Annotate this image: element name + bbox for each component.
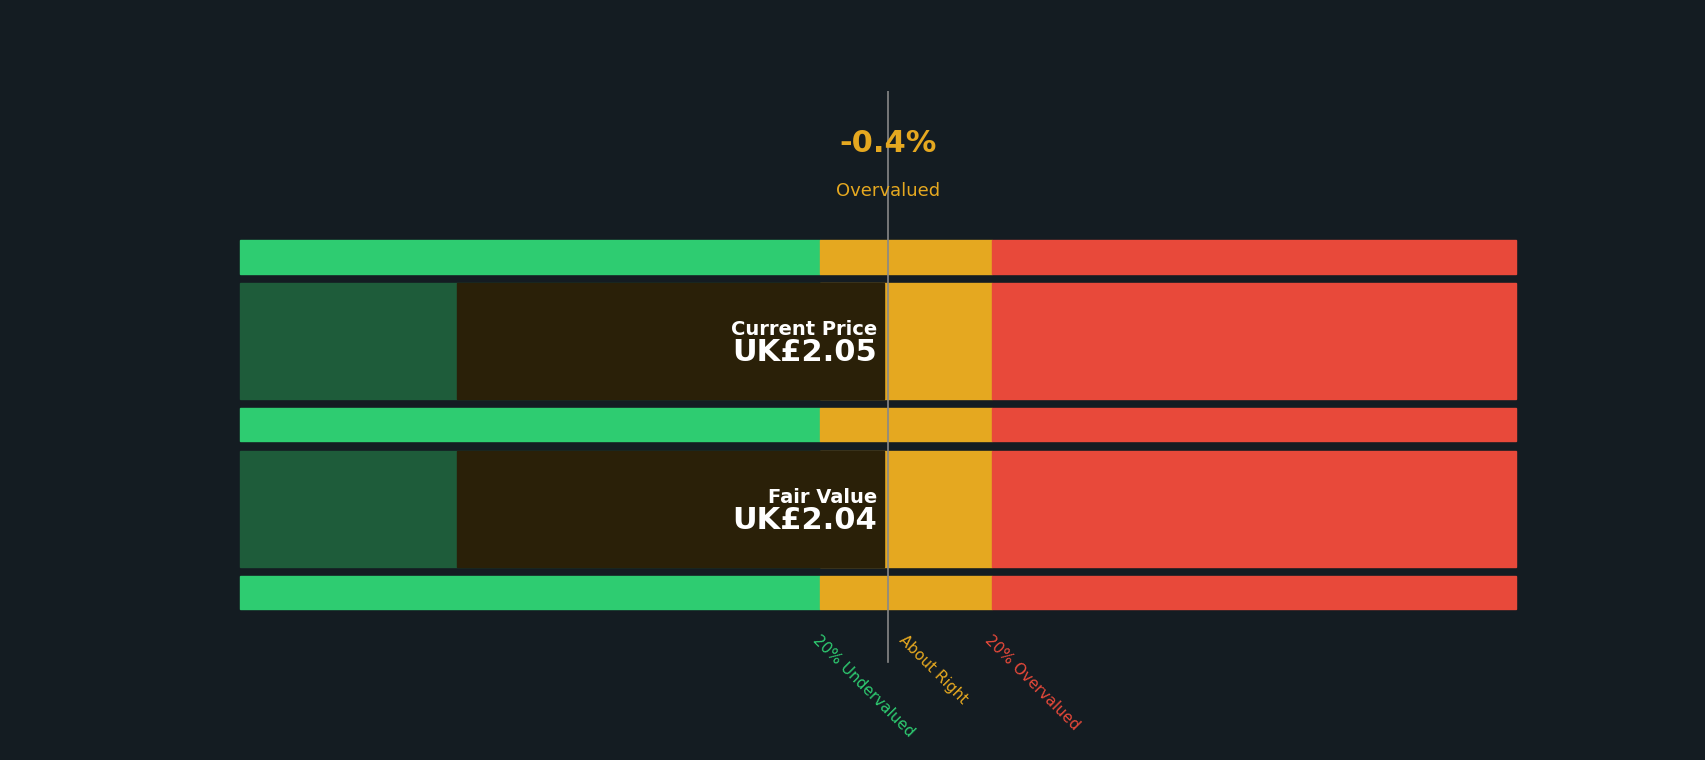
Bar [820,283,992,399]
Text: 20% Undervalued: 20% Undervalued [810,632,916,739]
Bar [820,240,992,274]
Bar [239,451,820,567]
Text: 20% Overvalued: 20% Overvalued [982,632,1081,733]
Bar [820,451,992,567]
Bar [239,283,820,399]
Bar [992,283,1514,399]
Bar [820,576,992,609]
Bar [992,451,1514,567]
Text: About Right: About Right [895,632,970,707]
Text: UK£2.04: UK£2.04 [731,505,876,535]
Bar [457,451,883,567]
Bar [992,576,1514,609]
Bar [992,408,1514,442]
Bar [992,240,1514,274]
Bar [239,240,820,274]
Bar [239,408,820,442]
Bar [820,408,992,442]
Bar [239,576,820,609]
Text: UK£2.05: UK£2.05 [731,338,876,367]
Text: Current Price: Current Price [731,320,876,339]
Text: -0.4%: -0.4% [839,129,936,158]
Text: Overvalued: Overvalued [835,182,939,200]
Text: Fair Value: Fair Value [767,487,876,506]
Bar [457,283,883,399]
